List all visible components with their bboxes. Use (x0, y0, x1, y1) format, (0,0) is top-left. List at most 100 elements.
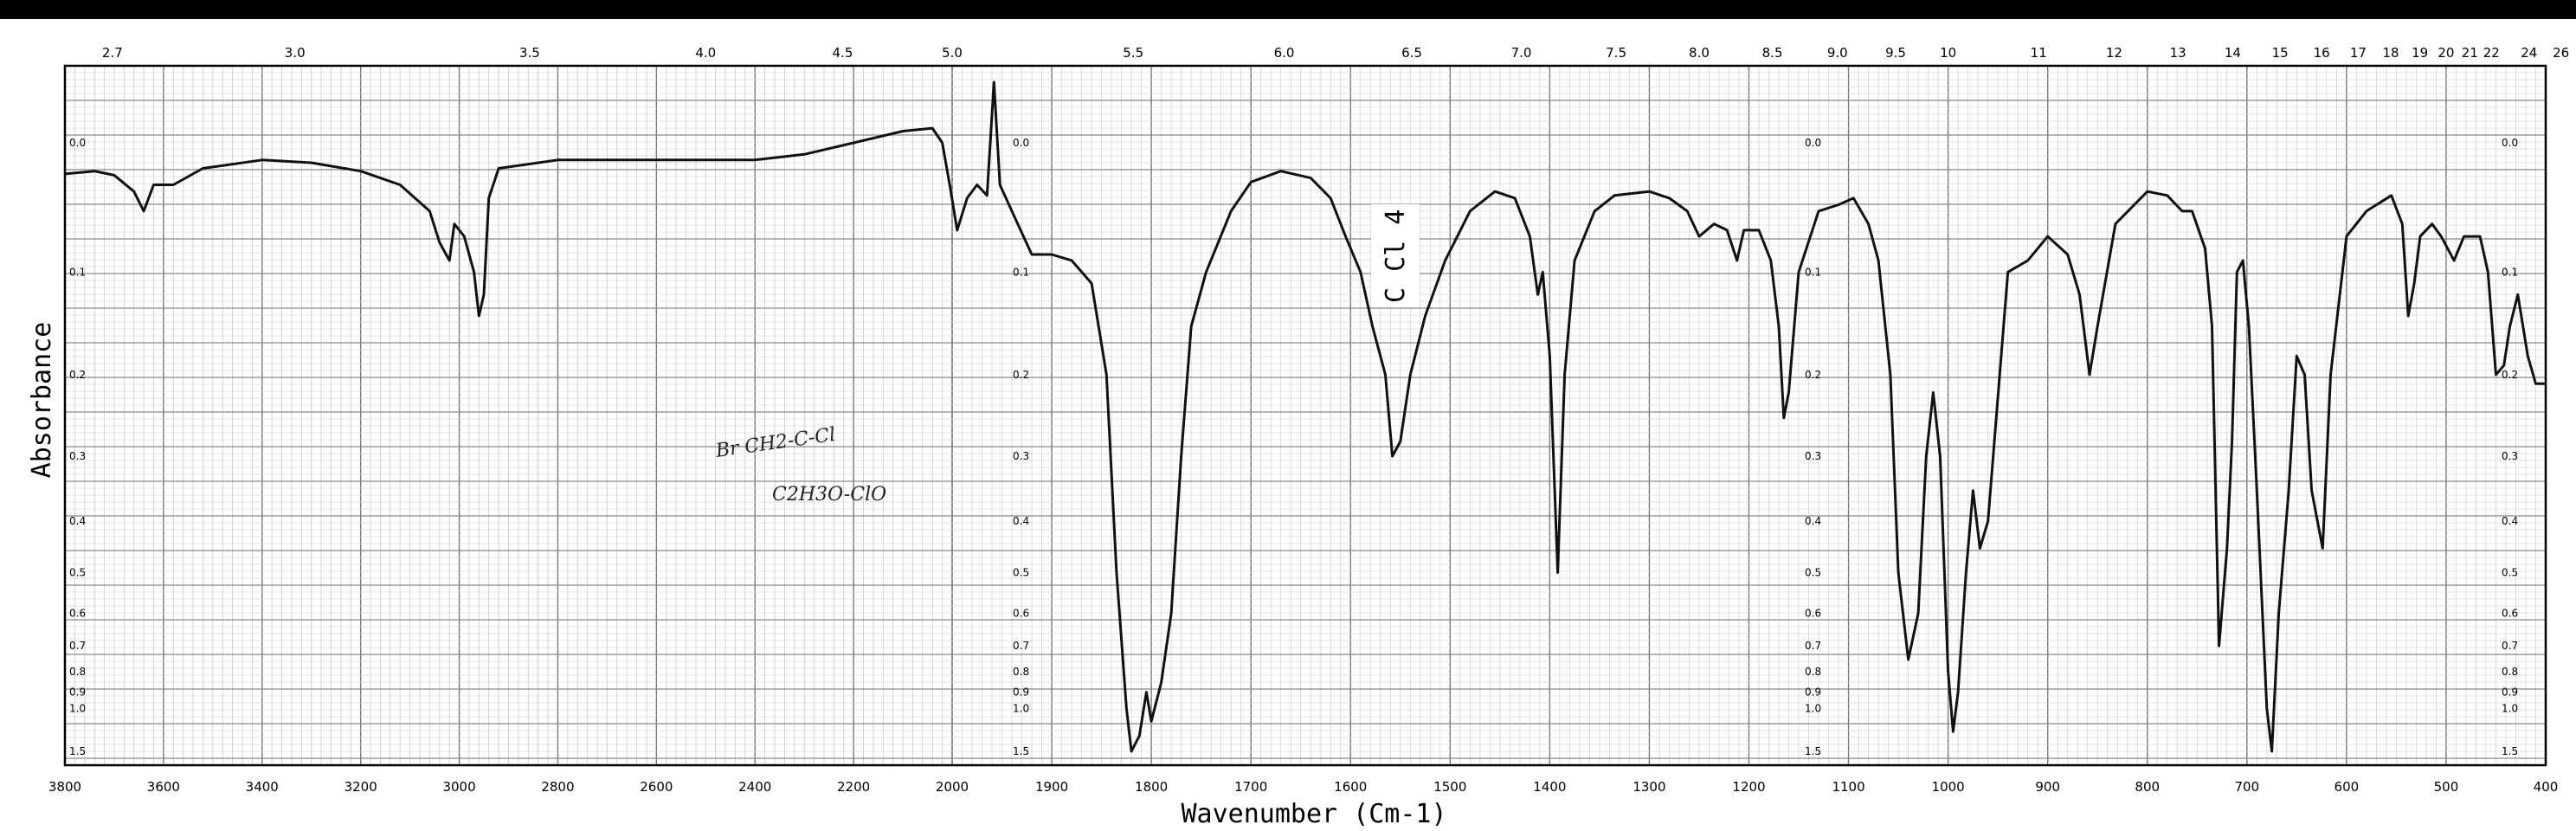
absorbance-tick-label: 0.7 (69, 640, 86, 652)
absorbance-tick-label: 0.7 (1013, 640, 1029, 652)
absorbance-tick-label: 1.5 (1013, 745, 1029, 757)
top-tick-label: 9.0 (1827, 45, 1848, 61)
top-tick-labels: 2.7 3.0 3.5 4.0 4.5 5.0 5.5 6.0 6.5 7.0 7.5 8.0 8.5 9… (102, 45, 2569, 61)
top-tick-label: 7.0 (1511, 45, 1532, 61)
top-tick-label: 4.0 (695, 45, 716, 61)
bottom-tick-labels: 3800 3600 3400 3200 3000 2800 2600 2400 2200 2000… (48, 779, 2558, 795)
bottom-tick-label: 1200 (1732, 779, 1765, 795)
bottom-tick-label: 1900 (1035, 779, 1068, 795)
absorbance-tick-label: 0.4 (2502, 515, 2518, 527)
absorbance-tick-label: 0.9 (1805, 686, 1821, 699)
absorbance-tick-label: 0.5 (1805, 566, 1821, 578)
bottom-tick-label: 1600 (1334, 779, 1367, 795)
bottom-tick-label: 800 (2135, 779, 2160, 795)
top-tick-label: 22 (2483, 45, 2500, 61)
spectrum-line (64, 81, 2546, 753)
absorbance-tick-label: 0.2 (1013, 369, 1029, 381)
absorbance-tick-label: 0.0 (1805, 137, 1821, 149)
absorbance-tick-label: 0.8 (1805, 666, 1821, 678)
top-tick-label: 21 (2462, 45, 2478, 61)
top-tick-label: 8.5 (1762, 45, 1783, 61)
absorbance-tick-label: 0.3 (69, 450, 86, 462)
top-tick-label: 4.5 (833, 45, 853, 61)
top-tick-label: 8.0 (1689, 45, 1710, 61)
absorbance-tick-label: 0.1 (1805, 266, 1821, 278)
top-border-bar (0, 0, 2576, 19)
bottom-tick-label: 1800 (1135, 779, 1168, 795)
absorbance-tick-label: 0.0 (2502, 137, 2518, 149)
bottom-tick-label: 1100 (1832, 779, 1864, 795)
top-tick-label: 5.0 (942, 45, 963, 61)
top-tick-label: 16 (2314, 45, 2330, 61)
bottom-tick-label: 1400 (1533, 779, 1566, 795)
x-axis-label: Wavenumber (Cm-1) (1181, 799, 1446, 829)
top-tick-label: 2.7 (102, 45, 123, 61)
bottom-tick-label: 1000 (1932, 779, 1965, 795)
absorbance-tick-label: 0.1 (69, 266, 86, 278)
top-tick-label: 19 (2412, 45, 2428, 61)
top-tick-label: 5.5 (1123, 45, 1143, 61)
bottom-tick-label: 700 (2234, 779, 2259, 795)
absorbance-tick-label: 0.6 (1013, 608, 1029, 620)
bottom-tick-label: 2400 (738, 779, 771, 795)
absorbance-tick-label: 0.5 (2502, 566, 2518, 578)
top-tick-label: 11 (2031, 45, 2047, 61)
absorbance-tick-label: 0.2 (69, 369, 86, 381)
absorbance-tick-label: 0.6 (2502, 608, 2518, 620)
top-tick-label: 14 (2225, 45, 2241, 61)
bottom-tick-label: 1500 (1433, 779, 1466, 795)
bottom-tick-label: 2800 (541, 779, 574, 795)
bottom-tick-label: 3000 (442, 779, 475, 795)
ccl4-annotation: C Cl 4 (1381, 209, 1411, 303)
absorbance-tick-label: 1.0 (69, 702, 86, 714)
bottom-tick-label: 2600 (640, 779, 673, 795)
absorbance-tick-label: 0.0 (69, 137, 86, 149)
absorbance-tick-label: 0.3 (2502, 450, 2518, 462)
absorbance-tick-label: 0.4 (1805, 515, 1821, 527)
absorbance-tick-label: 0.3 (1805, 450, 1821, 462)
top-tick-label: 6.5 (1401, 45, 1422, 61)
bottom-tick-label: 400 (2534, 779, 2559, 795)
absorbance-tick-label: 0.8 (2502, 666, 2518, 678)
handwritten-formula-2: C2H3O-ClO (772, 484, 886, 506)
absorbance-tick-label: 0.4 (1013, 515, 1029, 527)
absorbance-tick-label: 0.5 (69, 566, 86, 578)
top-tick-label: 17 (2350, 45, 2367, 61)
bottom-tick-label: 900 (2035, 779, 2060, 795)
absorbance-tick-label: 0.3 (1013, 450, 1029, 462)
top-tick-label: 15 (2272, 45, 2289, 61)
absorbance-tick-label: 0.9 (2502, 686, 2518, 699)
top-tick-label: 3.5 (519, 45, 540, 61)
ccl4-annotation-box: C Cl 4 (1371, 204, 1420, 306)
absorbance-tick-label: 0.2 (1805, 369, 1821, 381)
absorbance-tick-label: 0.4 (69, 515, 86, 527)
absorbance-tick-label: 1.0 (1013, 702, 1029, 714)
absorbance-tick-label: 1.0 (1805, 702, 1821, 714)
absorbance-tick-label: 0.6 (69, 608, 86, 620)
absorbance-tick-label: 0.5 (1013, 566, 1029, 578)
bottom-tick-label: 2000 (936, 779, 969, 795)
top-tick-label: 20 (2438, 45, 2454, 61)
bottom-tick-label: 1300 (1633, 779, 1665, 795)
top-tick-label: 18 (2382, 45, 2399, 61)
top-tick-label: 10 (1940, 45, 1956, 61)
y-axis-label: Absorbance (27, 322, 57, 479)
bottom-tick-label: 3200 (345, 779, 377, 795)
absorbance-tick-label: 0.6 (1805, 608, 1821, 620)
ccl4-label-box (1371, 204, 1420, 306)
top-tick-label: 7.5 (1606, 45, 1626, 61)
top-tick-label: 24 (2521, 45, 2537, 61)
bottom-tick-label: 3400 (246, 779, 279, 795)
bottom-tick-label: 3600 (147, 779, 180, 795)
top-tick-label: 12 (2106, 45, 2122, 61)
absorbance-tick-labels: 0.0 0.0 0.0 0.0 0.1 0.1 0.1 0.1 0.2 0.2 0.2 0.2 0.3 0… (69, 137, 2518, 757)
absorbance-tick-label: 1.5 (2502, 745, 2518, 757)
bottom-tick-label: 2200 (837, 779, 870, 795)
absorbance-tick-label: 0.8 (1013, 666, 1029, 678)
top-tick-label: 3.0 (285, 45, 306, 61)
absorbance-tick-label: 0.1 (1013, 266, 1029, 278)
top-tick-label: 13 (2170, 45, 2186, 61)
absorbance-tick-label: 0.8 (69, 666, 86, 678)
